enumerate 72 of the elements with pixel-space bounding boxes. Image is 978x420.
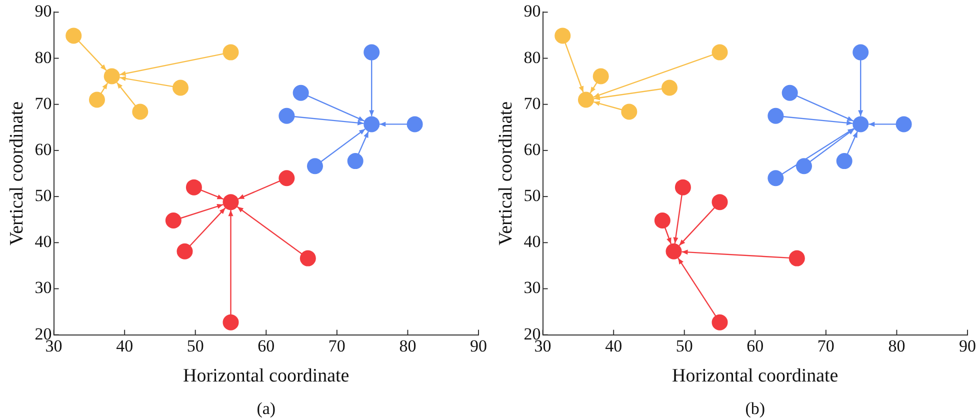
- x-tick-label: 90: [959, 336, 976, 356]
- point: [554, 28, 571, 44]
- point: [347, 153, 364, 170]
- x-tick-label: 90: [470, 336, 487, 356]
- point: [578, 92, 594, 108]
- x-tick-label: 70: [817, 336, 834, 356]
- point: [712, 44, 728, 60]
- y-tick-label: 60: [524, 140, 541, 159]
- point: [104, 68, 120, 84]
- x-axis-title: Horizontal coordinate: [672, 366, 838, 387]
- y-tick-label: 30: [524, 278, 541, 298]
- point: [278, 170, 295, 186]
- x-tick-label: 40: [116, 336, 134, 356]
- point: [306, 158, 323, 174]
- y-tick-label: 40: [524, 232, 541, 252]
- point: [364, 116, 380, 132]
- x-axis-title: Horizontal coordinate: [183, 366, 350, 387]
- point: [852, 116, 869, 132]
- point: [712, 314, 728, 330]
- point: [132, 104, 148, 120]
- point: [292, 84, 309, 101]
- point: [896, 116, 912, 132]
- point: [222, 194, 239, 210]
- y-axis-title: Vertical coordinate: [495, 101, 516, 246]
- text: (b): [745, 398, 766, 418]
- point: [674, 179, 691, 196]
- x-tick-label: 50: [676, 336, 693, 356]
- y-tick-label: 70: [34, 94, 52, 113]
- x-tick-label: 60: [746, 336, 764, 356]
- y-axis-title: Vertical coordinate: [6, 101, 28, 246]
- point: [88, 92, 105, 108]
- y-tick-label: 40: [34, 232, 52, 252]
- x-tick-label: 50: [186, 336, 204, 356]
- y-tick-label: 50: [524, 186, 541, 206]
- point: [364, 44, 380, 60]
- point: [654, 212, 670, 229]
- point: [176, 243, 193, 260]
- x-tick-label: 40: [605, 336, 622, 356]
- point: [712, 194, 728, 210]
- y-tick-label: 30: [34, 278, 52, 298]
- point: [796, 158, 812, 174]
- point: [66, 28, 82, 44]
- y-tick-label: 80: [524, 48, 541, 67]
- y-tick-label: 90: [524, 2, 541, 21]
- x-tick-label: 80: [888, 336, 906, 356]
- point: [788, 250, 805, 266]
- x-tick-label: 70: [328, 336, 346, 356]
- x-tick-label: 60: [258, 336, 275, 356]
- y-tick-label: 50: [34, 186, 52, 206]
- point: [768, 108, 784, 124]
- point: [592, 68, 609, 84]
- point: [300, 250, 316, 266]
- point: [222, 314, 239, 330]
- point: [621, 104, 638, 120]
- x-tick-label: 80: [399, 336, 416, 356]
- point: [406, 116, 423, 132]
- point: [666, 243, 682, 260]
- text: (a): [256, 398, 276, 418]
- point: [165, 212, 182, 229]
- point: [782, 84, 798, 101]
- y-tick-label: 70: [524, 94, 541, 113]
- point: [836, 153, 852, 170]
- point: [278, 108, 295, 124]
- y-tick-label: 90: [34, 2, 52, 21]
- point: [222, 44, 239, 60]
- point: [172, 80, 188, 96]
- point: [768, 170, 784, 186]
- point: [662, 80, 678, 96]
- y-tick-label: 60: [34, 140, 52, 159]
- point: [186, 179, 202, 196]
- y-tick-label: 80: [34, 48, 52, 67]
- point: [852, 44, 869, 60]
